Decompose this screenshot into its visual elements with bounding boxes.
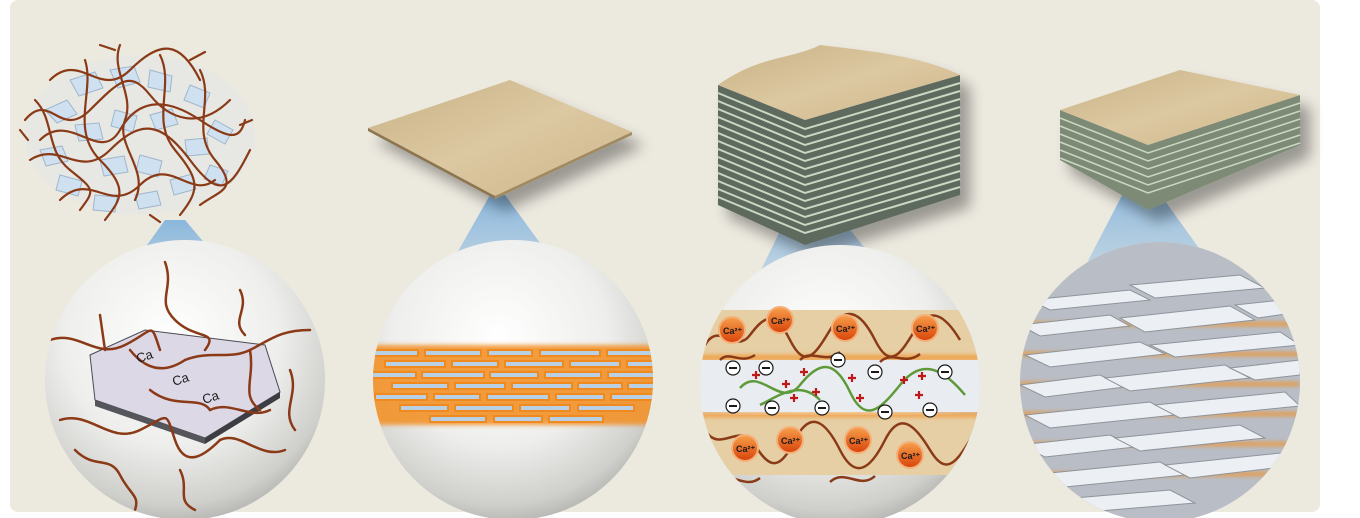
layered-stack-icon xyxy=(717,45,961,245)
svg-text:Ca²⁺: Ca²⁺ xyxy=(836,324,856,334)
background-panel xyxy=(10,0,1320,512)
ca-label-1: Ca xyxy=(134,346,155,366)
ionic-crosslink-detail: Ca²⁺ Ca²⁺ Ca²⁺ Ca²⁺ Ca²⁺ Ca²⁺ Ca²⁺ Ca²⁺ xyxy=(700,306,980,484)
calcium-ions: Ca²⁺ Ca²⁺ Ca²⁺ Ca²⁺ Ca²⁺ Ca²⁺ Ca²⁺ Ca²⁺ xyxy=(718,306,939,469)
svg-text:Ca²⁺: Ca²⁺ xyxy=(771,316,791,326)
ca-label-3: Ca xyxy=(200,387,221,407)
svg-text:Ca²⁺: Ca²⁺ xyxy=(781,436,801,446)
polymer-nanosheet-ball-icon xyxy=(18,43,255,224)
ca-label-2: Ca xyxy=(170,369,191,389)
panel-3: Ca²⁺ Ca²⁺ Ca²⁺ Ca²⁺ Ca²⁺ Ca²⁺ Ca²⁺ Ca²⁺ xyxy=(700,45,980,518)
positive-charges xyxy=(752,368,926,402)
svg-text:Ca²⁺: Ca²⁺ xyxy=(736,444,756,454)
svg-text:Ca²⁺: Ca²⁺ xyxy=(723,326,743,336)
panel-2 xyxy=(368,80,653,518)
dense-film-icon xyxy=(1059,70,1301,210)
svg-text:Ca²⁺: Ca²⁺ xyxy=(916,324,936,334)
panel-4 xyxy=(1020,70,1301,518)
nanosheet-film-icon xyxy=(368,80,632,199)
aligned-nanosheets xyxy=(373,345,653,425)
panel-1: Ca Ca Ca xyxy=(18,43,325,518)
svg-text:Ca²⁺: Ca²⁺ xyxy=(849,436,869,446)
stacked-platelets xyxy=(1020,242,1300,518)
svg-text:Ca²⁺: Ca²⁺ xyxy=(901,451,921,461)
negative-charges xyxy=(725,352,953,420)
